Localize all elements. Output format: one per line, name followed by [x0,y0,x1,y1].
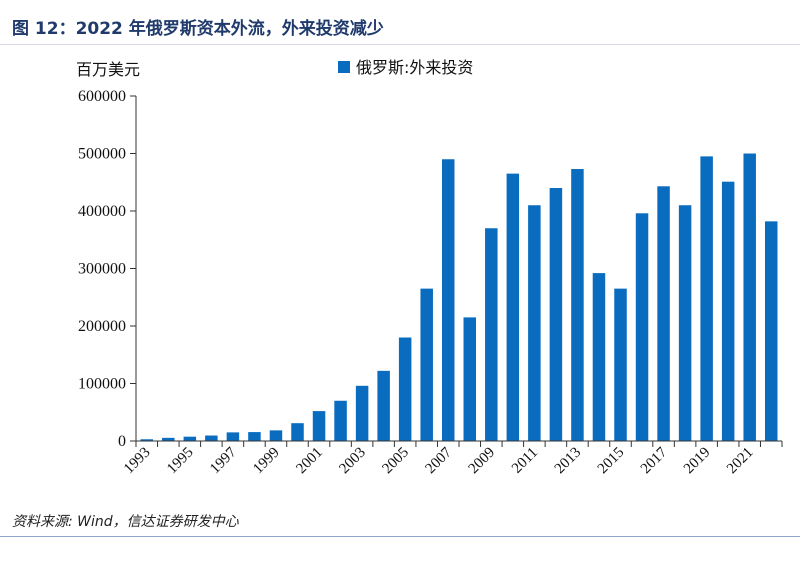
x-tick-label: 2003 [336,445,369,478]
bar-2019 [700,156,713,442]
x-tick-label: 2013 [552,445,585,478]
bar-2007 [441,159,455,441]
x-tick-label: 2009 [466,445,499,478]
bar-2000 [291,423,304,441]
bar-2003 [355,385,369,441]
bar-1996 [205,435,218,441]
title-divider [0,44,800,45]
bar-2008 [463,317,477,442]
bar-2015 [614,288,627,442]
bar-2020 [721,181,735,441]
x-tick-label: 2021 [724,445,757,478]
x-tick-label: 2017 [638,444,671,477]
x-axis: 1993 1995 1997 1999 2001 2003 2005 2007 2009 2011… [121,440,783,478]
x-tick-label: 1999 [250,445,283,478]
figure-title: 图 12：2022 年俄罗斯资本外流，外来投资减少 [12,19,384,39]
y-tick-label: 100000 [78,376,126,393]
legend: 俄罗斯:外来投资 [338,58,473,77]
bar-2005 [398,337,412,441]
y-tick-label: 600000 [78,88,126,105]
x-tick-label: 2019 [681,445,714,478]
bottom-divider [0,536,800,537]
legend-label: 俄罗斯:外来投资 [356,58,473,77]
bar-2001 [312,411,326,441]
x-tick-label: 2015 [595,445,628,478]
bar-2017 [657,186,670,441]
bar-2011 [528,205,541,441]
bar-1994 [162,437,175,441]
bar-1999 [269,430,283,441]
y-tick-label: 300000 [78,261,126,278]
bar-1993 [140,439,154,441]
bar-2006 [420,288,433,442]
legend-swatch [338,61,350,73]
x-tick-label: 1997 [207,444,240,477]
y-tick-label: 400000 [78,203,126,220]
y-tick-label: 500000 [78,146,126,163]
x-tick-label: 2007 [423,444,456,477]
bar-1997 [226,432,240,442]
bar-2009 [485,228,498,441]
source-note: 资料来源: Wind，信达证券研发中心 [12,514,239,530]
bar-1998 [248,432,261,441]
y-unit-label: 百万美元 [76,60,140,79]
bar-2014 [592,273,606,441]
bar-2018 [678,205,692,441]
bars-group [140,153,778,442]
bar-2012 [549,188,563,441]
x-tick-label: 2005 [379,445,412,478]
bar-1995 [183,436,197,441]
y-tick-label: 0 [118,433,126,450]
bar-2010 [506,173,520,442]
y-axis: 0 100000 200000 300000 400000 500000 600000 [78,88,137,450]
x-tick-label: 1995 [164,445,197,478]
y-tick-label: 200000 [78,318,126,335]
bar-2016 [635,213,649,441]
bar-2004 [377,370,390,441]
bar-2021 [743,153,756,441]
bar-2013 [571,169,584,441]
bar-chart: 百万美元 俄罗斯:外来投资 0 100000 200000 300000 400000 5… [76,58,783,478]
x-tick-label: 2001 [293,445,326,478]
bar-2002 [334,400,347,441]
bar-2022 [764,221,778,441]
x-tick-label: 2011 [509,445,541,477]
